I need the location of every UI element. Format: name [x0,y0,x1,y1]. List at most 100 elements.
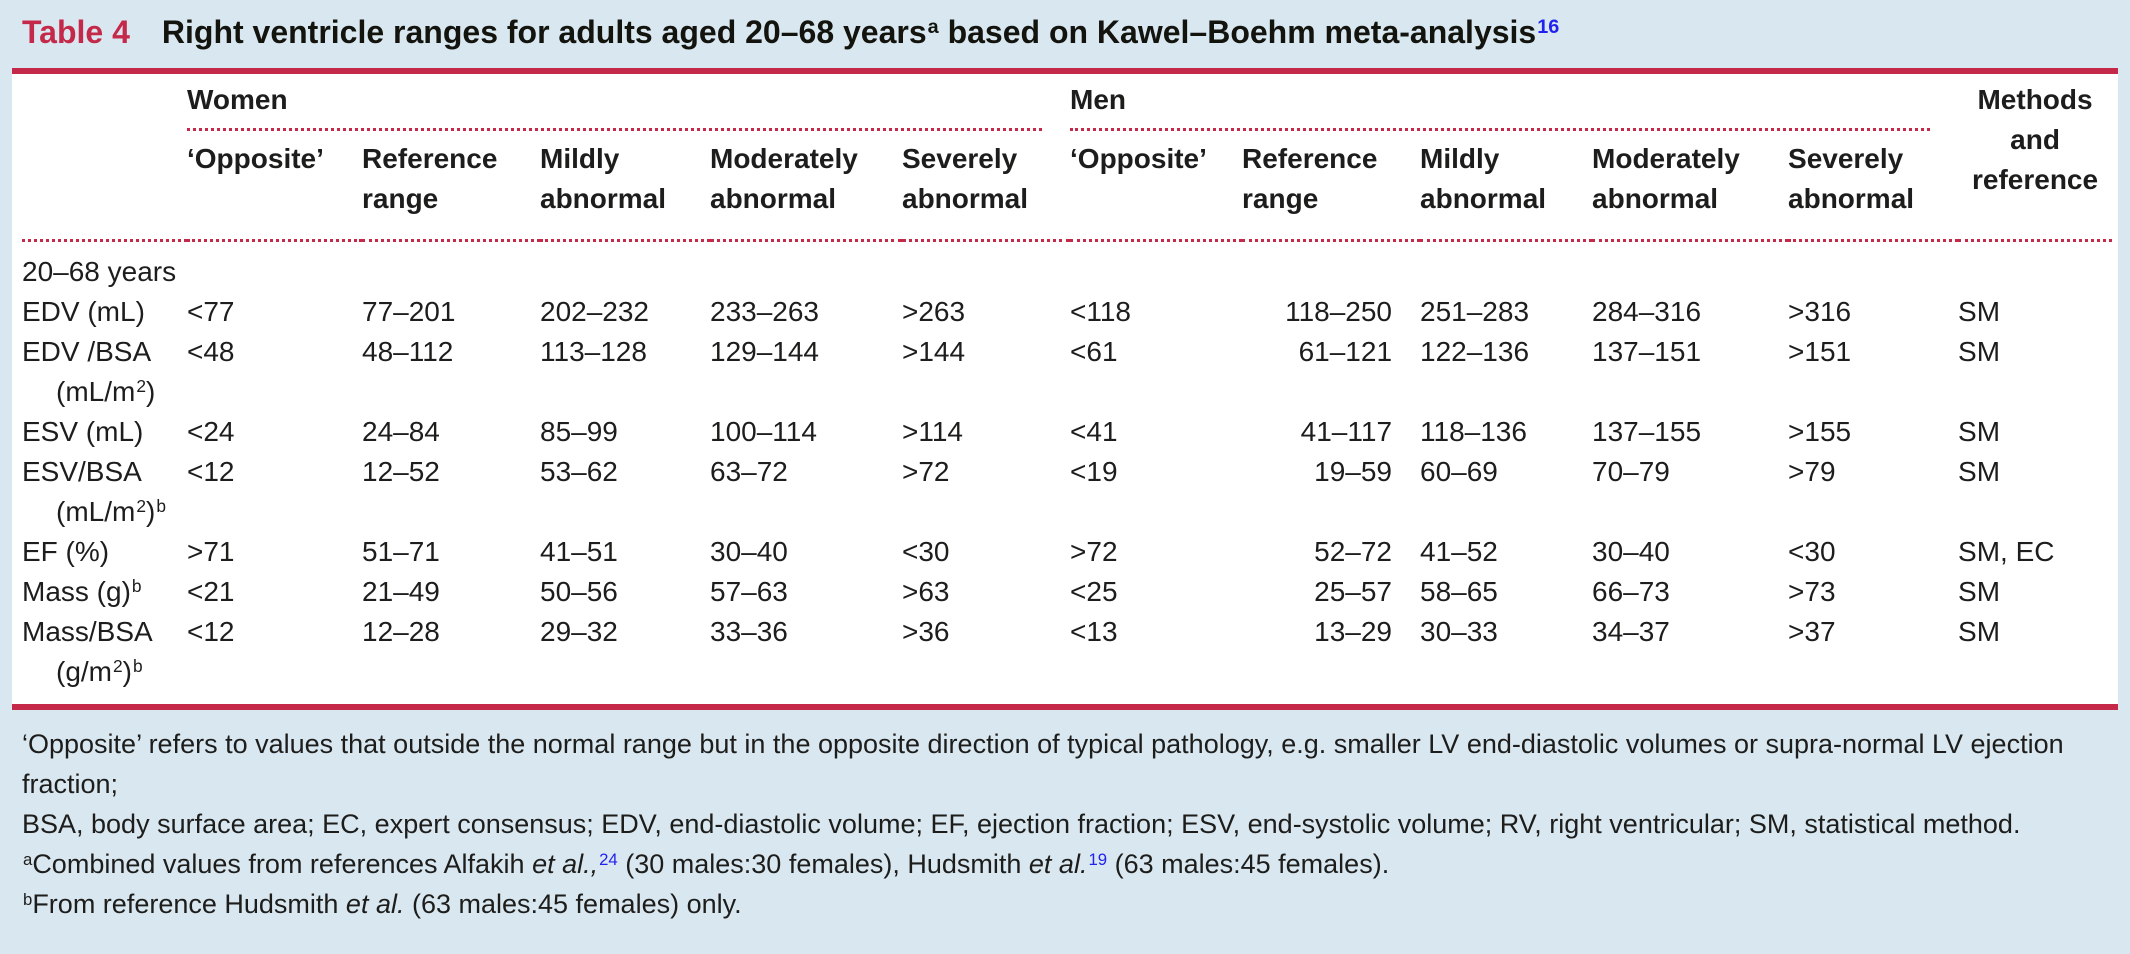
row-label-line1: EDV (mL) [22,296,145,327]
header-spacer [22,74,187,131]
women-value: <21 [187,576,235,607]
women-value: 41–51 [540,536,618,567]
footnotes: ‘Opposite’ refers to values that outside… [22,724,2114,924]
men-value: 58–65 [1420,576,1498,607]
row-label: Mass/BSA (g/m2)b [22,612,187,692]
group-label-men: Men [1070,74,1931,131]
women-value: 30–40 [710,536,788,567]
row-label: ESV/BSA (mL/m2)b [22,452,187,532]
men-value: <25 [1070,576,1118,607]
table-row: ESV/BSA (mL/m2)b <12 12–52 53–62 63–72 >72 <19 1… [22,452,2112,532]
women-value: 24–84 [362,416,440,447]
footnote-abbreviations: BSA, body surface area; EC, expert conse… [22,809,2021,839]
methods-value: SM [1958,576,2001,607]
men-value: >155 [1788,416,1852,447]
footnote-opposite-definition: ‘Opposite’ refers to values that outside… [22,729,2064,799]
row-label: EF (%) [22,532,187,572]
data-table: Women Men Methods and reference ‘Opposite’… [22,74,2113,693]
men-value: 19–59 [1314,456,1393,487]
header-spacer [22,131,187,242]
women-value: >36 [902,616,950,647]
men-value: <19 [1070,456,1118,487]
men-value: >73 [1788,576,1836,607]
women-value: <48 [187,336,235,367]
table-row: EF (%) >71 51–71 41–51 30–40 <30 >72 52–72 41–52… [22,532,2112,572]
women-value: 53–62 [540,456,618,487]
row-label: Mass (g)b [22,572,187,612]
men-value: 66–73 [1592,576,1670,607]
row-label: EDV /BSA (mL/m2) [22,332,187,412]
men-value: 118–136 [1420,416,1527,447]
row-label-line2: (mL/m2)b [56,496,166,527]
women-value: 50–56 [540,576,618,607]
row-label: ESV (mL) [22,412,187,452]
row-label-line1: ESV/BSA [22,456,142,487]
women-value: 202–232 [540,296,650,327]
men-value: >316 [1788,296,1852,327]
table-number: Table 4 [22,14,130,50]
table-row: EDV /BSA (mL/m2) <48 48–112 113–128 129–144 >1… [22,332,2112,412]
men-value: 30–40 [1592,536,1670,567]
men-value: 70–79 [1592,456,1670,487]
methods-value: SM, EC [1958,536,2055,567]
men-value: >72 [1070,536,1118,567]
women-value: >114 [902,416,963,447]
men-value: 137–151 [1592,336,1702,367]
table-body: 20–68 years EDV (mL) <77 77–201 202–232 233–2… [22,241,2112,693]
group-header-women: Women [187,74,1070,131]
table-row: Mass (g)b <21 21–49 50–56 57–63 >63 <25 25–57 58… [22,572,2112,612]
subheader-men-reference-range: Reference range [1242,131,1421,242]
women-value: 113–128 [540,336,647,367]
table-caption: Right ventricle ranges for adults aged 2… [161,14,1560,50]
footnote-a: aCombined values from references Alfakih… [23,849,1390,879]
methods-value: SM [1958,416,2001,447]
subheader-row: ‘Opposite’ Reference range Mildly abnormal… [22,131,2112,242]
footnote-b: bFrom reference Hudsmith et al. (63 male… [23,889,742,919]
table-row: Mass/BSA (g/m2)b <12 12–28 29–32 33–36 >36 <13 1… [22,612,2112,692]
women-value: 48–112 [362,336,454,367]
women-value: 129–144 [710,336,820,367]
men-value: 118–250 [1285,296,1393,327]
men-value: >37 [1788,616,1836,647]
women-value: <24 [187,416,235,447]
men-value: 13–29 [1314,616,1393,647]
methods-header: Methods and reference [1958,74,2113,242]
women-value: 12–52 [362,456,440,487]
men-value: 61–121 [1298,336,1393,367]
men-value: 122–136 [1420,336,1530,367]
men-value: <61 [1070,336,1118,367]
row-label-line1: Mass/BSA [22,616,153,647]
table-header: Women Men Methods and reference ‘Opposite’… [22,74,2113,242]
subheader-women-reference-range: Reference range [362,131,540,242]
subheader-women-opposite: ‘Opposite’ [187,131,362,242]
men-value: 30–33 [1420,616,1498,647]
women-value: 57–63 [710,576,788,607]
table-row: EDV (mL) <77 77–201 202–232 233–263 >263 <118 1… [22,292,2112,332]
men-value: <118 [1070,296,1132,327]
women-value: >144 [902,336,966,367]
men-value: 41–117 [1300,416,1393,447]
women-value: 12–28 [362,616,440,647]
men-value: 137–155 [1592,416,1702,447]
subheader-men-moderately-abnormal: Moderately abnormal [1592,131,1789,242]
men-value: 251–283 [1420,296,1530,327]
women-value: 29–32 [540,616,618,647]
women-value: 63–72 [710,456,788,487]
row-label-line1: ESV (mL) [22,416,144,447]
group-label-women: Women [187,74,1043,131]
women-value: 100–114 [710,416,817,447]
data-table-container: Women Men Methods and reference ‘Opposite’… [12,68,2118,710]
women-value: >263 [902,296,966,327]
men-value: 60–69 [1420,456,1498,487]
women-value: >63 [902,576,950,607]
row-label-line1: EF (%) [22,536,110,567]
row-label-line1: EDV /BSA [22,336,152,367]
women-value: >71 [187,536,235,567]
table-caption-row: Table 4 Right ventricle ranges for adults… [0,0,2130,66]
subheader-women-moderately-abnormal: Moderately abnormal [710,131,902,242]
men-value: <30 [1788,536,1836,567]
group-header-row: Women Men Methods and reference [22,74,2113,242]
men-value: >79 [1788,456,1836,487]
women-value: 33–36 [710,616,788,647]
